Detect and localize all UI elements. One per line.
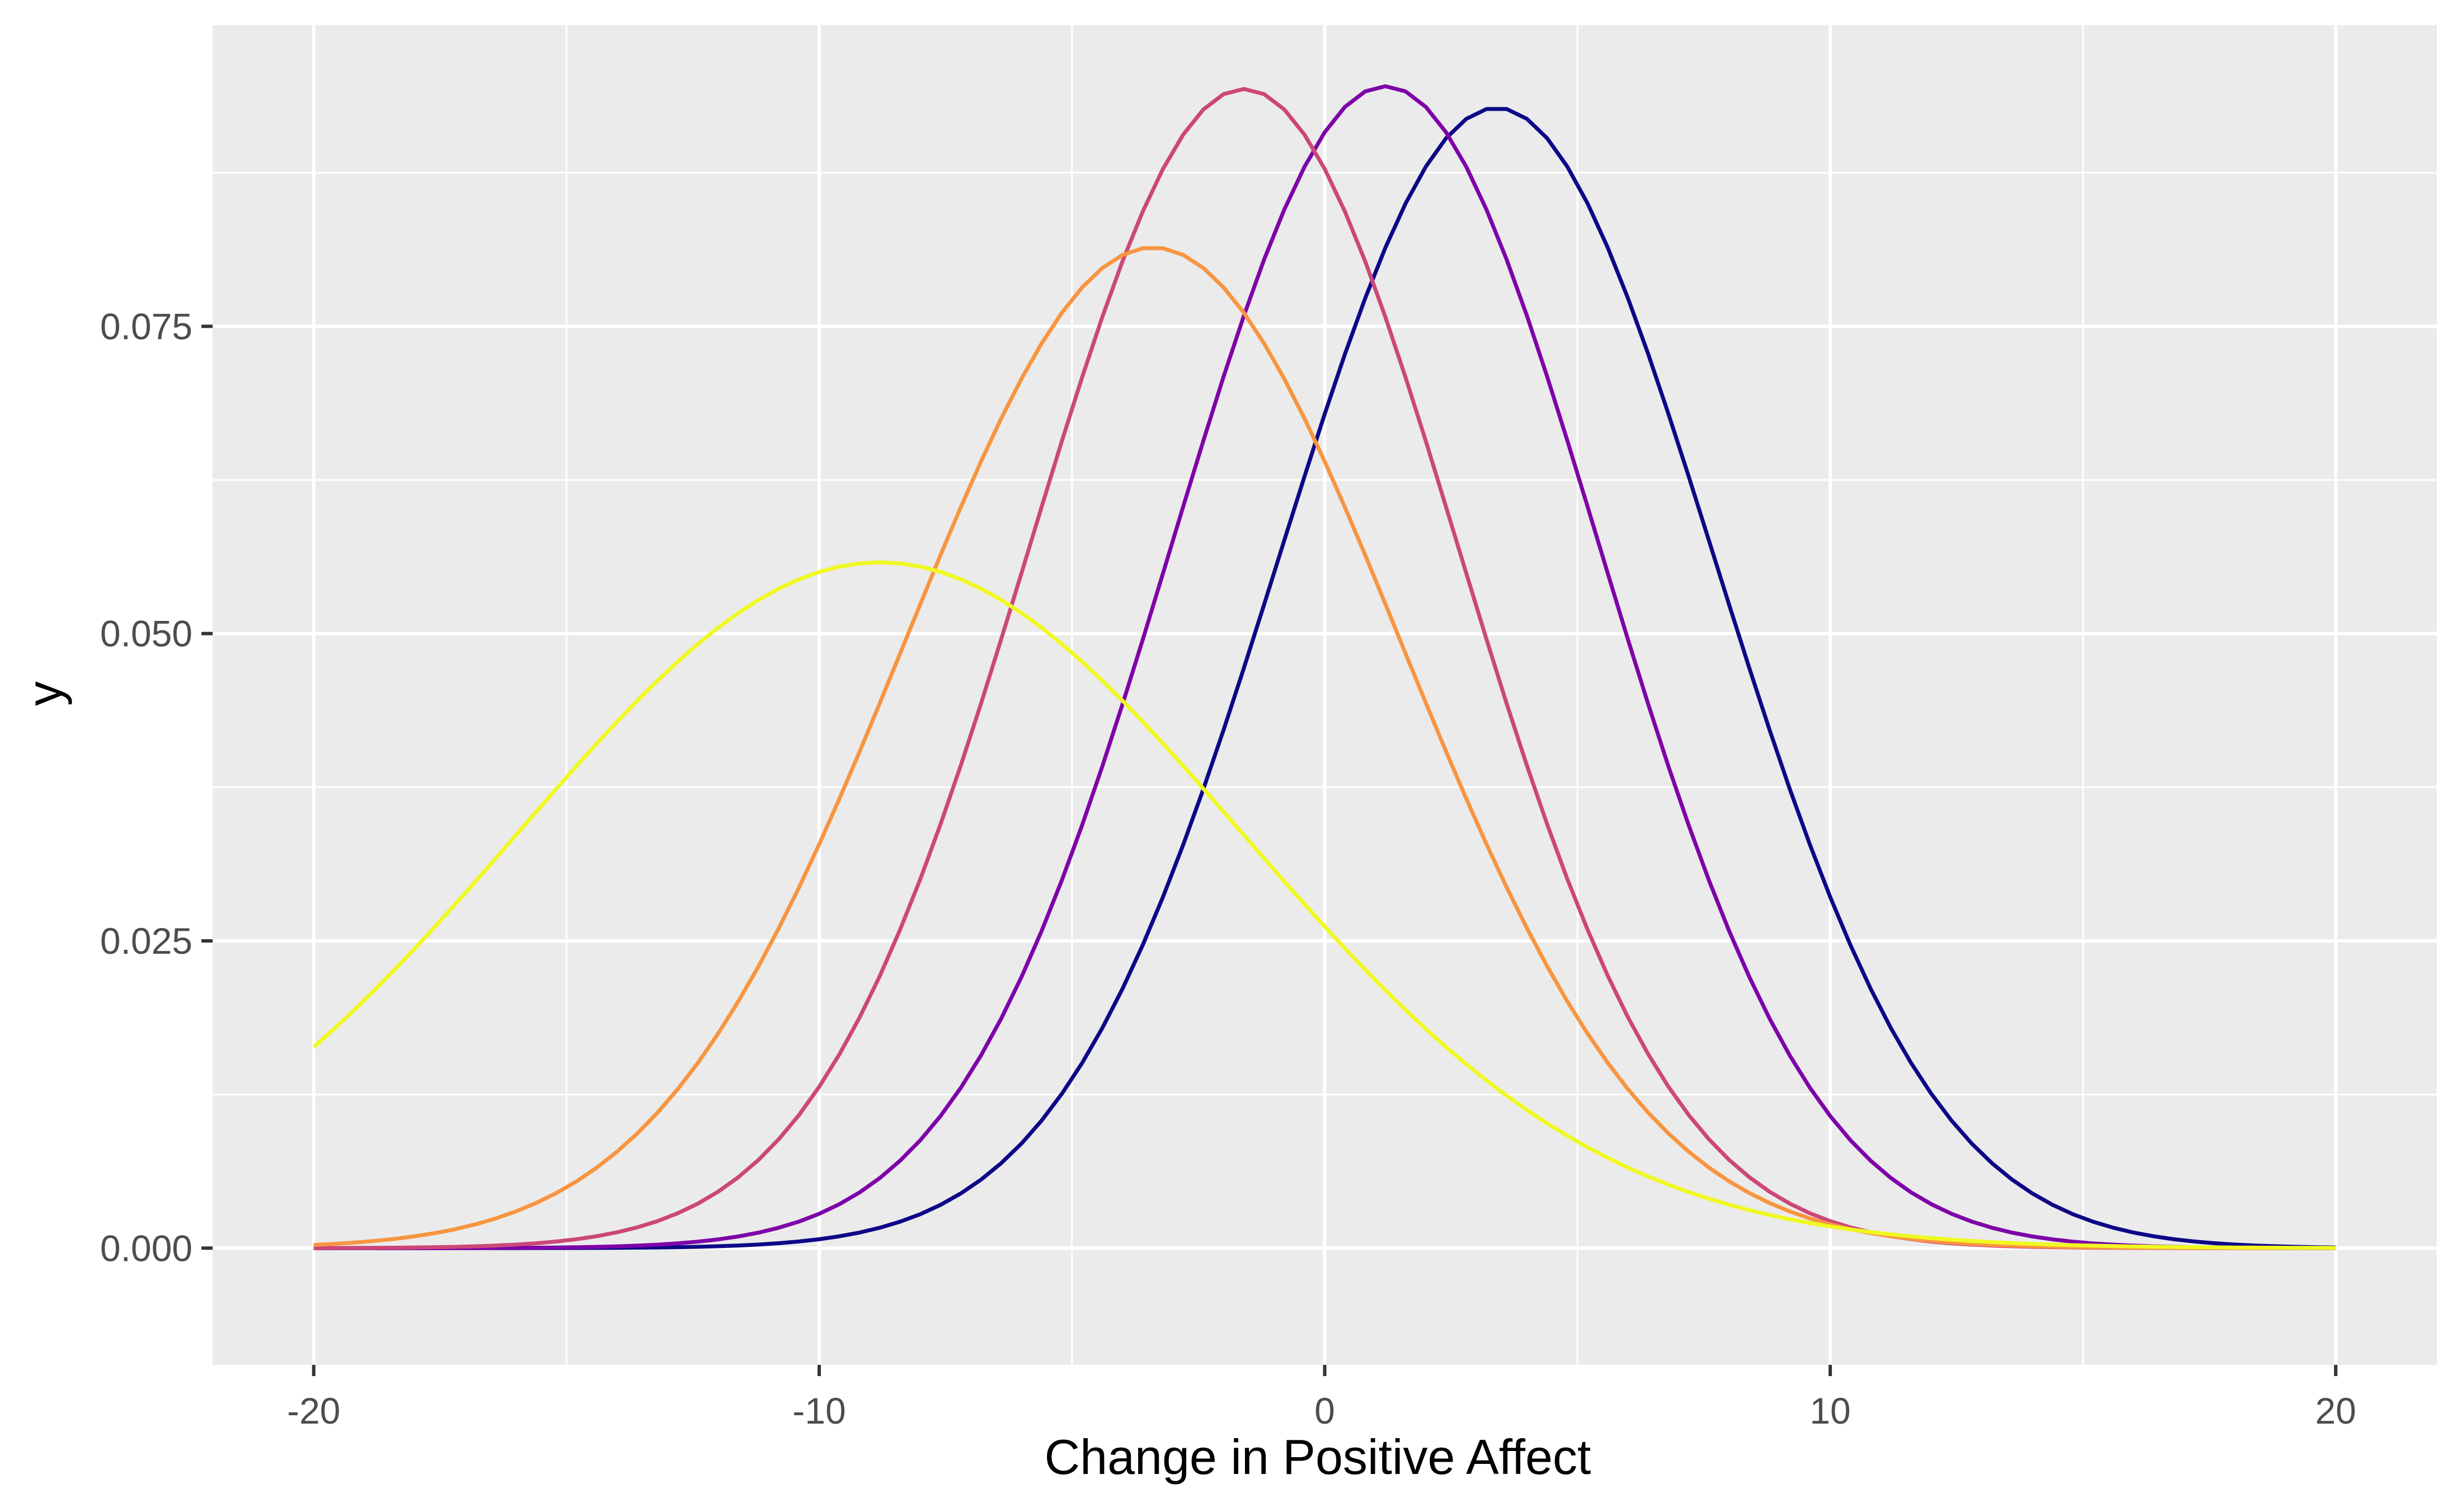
series-line-5	[312, 560, 2336, 1250]
series-line-1	[313, 107, 2336, 1250]
y-tick-label: 0.075	[100, 305, 192, 347]
x-tick-label: 0	[1314, 1390, 1335, 1431]
series-line-4	[313, 246, 2336, 1250]
y-axis-title: y	[17, 681, 72, 706]
y-tick-label: 0.025	[100, 920, 192, 962]
y-tick-label: 0.000	[100, 1227, 192, 1269]
series-lines	[312, 84, 2336, 1250]
x-tick-label: -10	[792, 1390, 845, 1431]
x-axis-title: Change in Positive Affect	[1045, 1429, 1591, 1485]
x-tick-label: 20	[2315, 1390, 2356, 1431]
axes: -20 -10 0 10 20 0.000 0.025 0.050 0.075	[100, 305, 2356, 1431]
series-line-2	[313, 84, 2336, 1250]
major-gridlines	[213, 25, 2437, 1365]
x-tick-label: 10	[1810, 1390, 1850, 1431]
y-tick-label: 0.050	[100, 613, 192, 654]
x-tick-label: -20	[287, 1390, 340, 1431]
